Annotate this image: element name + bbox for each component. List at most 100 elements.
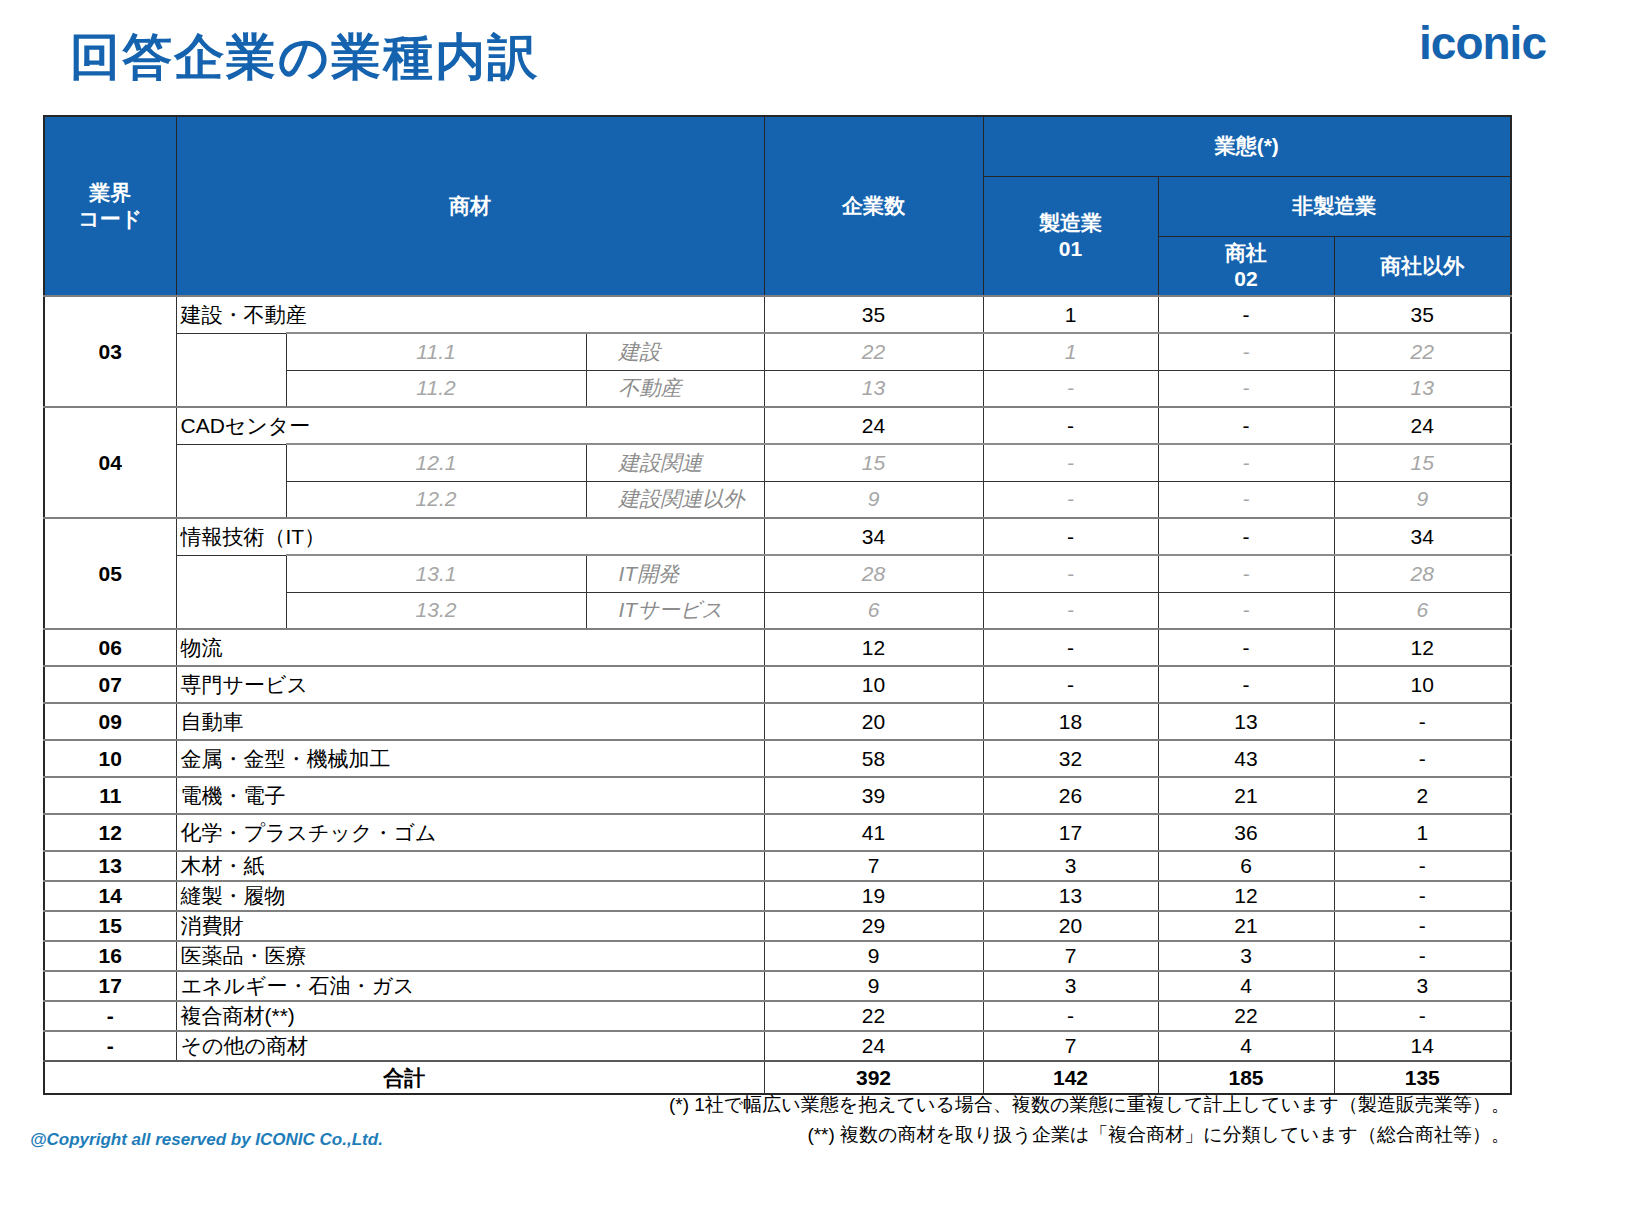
cell-value: 4: [1158, 971, 1334, 1001]
page-title: 回答企業の業種内訳: [70, 24, 539, 91]
header-trading-line1: 商社: [1159, 240, 1334, 266]
table-row: 10金属・金型・機械加工583243-: [44, 740, 1511, 777]
cell-product-name: エネルギー・石油・ガス: [176, 971, 764, 1001]
cell-value: 34: [764, 518, 983, 555]
cell-value: 9: [764, 971, 983, 1001]
header-non-trading: 商社以外: [1334, 236, 1511, 296]
table-subrow: 11.2不動産13--13: [44, 370, 1511, 407]
cell-value: 24: [764, 1031, 983, 1061]
cell-industry-code: 14: [44, 881, 176, 911]
cell-value: 18: [983, 703, 1158, 740]
header-company-count: 企業数: [764, 116, 983, 296]
table-row: 09自動車201813-: [44, 703, 1511, 740]
cell-product-name: 専門サービス: [176, 666, 764, 703]
table-row: 14縫製・履物191312-: [44, 881, 1511, 911]
cell-sub-code: 13.2: [286, 592, 586, 629]
cell-value: -: [1158, 407, 1334, 444]
cell-product-name: 縫製・履物: [176, 881, 764, 911]
cell-value: 10: [1334, 666, 1511, 703]
cell-value: 35: [764, 296, 983, 333]
header-product: 商材: [176, 116, 764, 296]
cell-sub-value: -: [1158, 370, 1334, 407]
cell-sub-name: 不動産: [586, 370, 764, 407]
cell-sub-value: 28: [764, 555, 983, 592]
cell-product-name: 医薬品・医療: [176, 941, 764, 971]
cell-value: 20: [764, 703, 983, 740]
cell-sub-value: 1: [983, 333, 1158, 370]
cell-sub-code: 11.2: [286, 370, 586, 407]
cell-value: 3: [1334, 971, 1511, 1001]
cell-value: 2: [1334, 777, 1511, 814]
cell-value: 20: [983, 911, 1158, 941]
cell-value: 39: [764, 777, 983, 814]
header-trading: 商社 02: [1158, 236, 1334, 296]
cell-industry-code: 16: [44, 941, 176, 971]
cell-value: 9: [764, 941, 983, 971]
header-manufacturing: 製造業 01: [983, 176, 1158, 296]
cell-sub-code: 12.1: [286, 444, 586, 481]
cell-product-name: 物流: [176, 629, 764, 666]
cell-industry-code: 12: [44, 814, 176, 851]
table-subrow: 12.1建設関連15--15: [44, 444, 1511, 481]
cell-sub-value: -: [1158, 444, 1334, 481]
cell-product-name: 自動車: [176, 703, 764, 740]
header-industry-code-line2: コード: [45, 206, 176, 232]
cell-sub-value: -: [983, 444, 1158, 481]
cell-sub-value: 22: [764, 333, 983, 370]
cell-value: 34: [1334, 518, 1511, 555]
table-row: 03建設・不動産351-35: [44, 296, 1511, 333]
cell-value: -: [983, 1001, 1158, 1031]
cell-value: 4: [1158, 1031, 1334, 1061]
cell-value: -: [1334, 911, 1511, 941]
cell-value: 36: [1158, 814, 1334, 851]
cell-sub-value: 15: [764, 444, 983, 481]
cell-product-name: 消費財: [176, 911, 764, 941]
table-row: 12化学・プラスチック・ゴム4117361: [44, 814, 1511, 851]
cell-value: -: [1334, 703, 1511, 740]
cell-value: 7: [983, 941, 1158, 971]
cell-product-name: 複合商材(**): [176, 1001, 764, 1031]
cell-sub-value: 28: [1334, 555, 1511, 592]
cell-value: 24: [1334, 407, 1511, 444]
copyright-text: @Copyright all reserved by ICONIC Co.,Lt…: [30, 1130, 383, 1150]
footnotes: (*) 1社で幅広い業態を抱えている場合、複数の業態に重複して計上しています（製…: [669, 1090, 1510, 1150]
cell-industry-code: 10: [44, 740, 176, 777]
cell-product-name: その他の商材: [176, 1031, 764, 1061]
cell-value: 21: [1158, 911, 1334, 941]
table-subrow: 13.1IT開発28--28: [44, 555, 1511, 592]
cell-industry-code: 07: [44, 666, 176, 703]
header-business-type: 業態(*): [983, 116, 1511, 176]
cell-value: 17: [983, 814, 1158, 851]
cell-sub-value: -: [983, 555, 1158, 592]
table-header: 業界 コード 商材 企業数 業態(*) 製造業 01 非製造業: [44, 116, 1511, 296]
cell-sub-value: 13: [1334, 370, 1511, 407]
table-row: 11電機・電子3926212: [44, 777, 1511, 814]
cell-sub-name: 建設関連: [586, 444, 764, 481]
cell-sub-value: 9: [1334, 481, 1511, 518]
cell-value: -: [1334, 851, 1511, 881]
cell-sub-value: 22: [1334, 333, 1511, 370]
table-row: -その他の商材247414: [44, 1031, 1511, 1061]
table-row: 04CADセンター24--24: [44, 407, 1511, 444]
cell-value: 7: [764, 851, 983, 881]
cell-sub-value: 9: [764, 481, 983, 518]
cell-value: 3: [983, 851, 1158, 881]
cell-product-name: 建設・不動産: [176, 296, 764, 333]
header-manufacturing-line2: 01: [984, 236, 1158, 262]
cell-value: 58: [764, 740, 983, 777]
industry-breakdown-table: 業界 コード 商材 企業数 業態(*) 製造業 01 非製造業: [43, 115, 1512, 1095]
cell-industry-code: 05: [44, 518, 176, 629]
cell-value: 14: [1334, 1031, 1511, 1061]
header-non-manufacturing: 非製造業: [1158, 176, 1511, 236]
cell-sub-value: -: [1158, 592, 1334, 629]
cell-value: 43: [1158, 740, 1334, 777]
cell-value: 12: [764, 629, 983, 666]
table-row: 15消費財292021-: [44, 911, 1511, 941]
cell-industry-code: 04: [44, 407, 176, 518]
slide-page: 回答企業の業種内訳 iconic 業界 コード 商材 企業数 業態(*): [0, 0, 1640, 1230]
cell-product-name: 金属・金型・機械加工: [176, 740, 764, 777]
cell-sub-value: -: [1158, 481, 1334, 518]
cell-total-label: 合計: [44, 1061, 764, 1094]
cell-value: -: [1158, 629, 1334, 666]
cell-indent: [176, 370, 286, 407]
